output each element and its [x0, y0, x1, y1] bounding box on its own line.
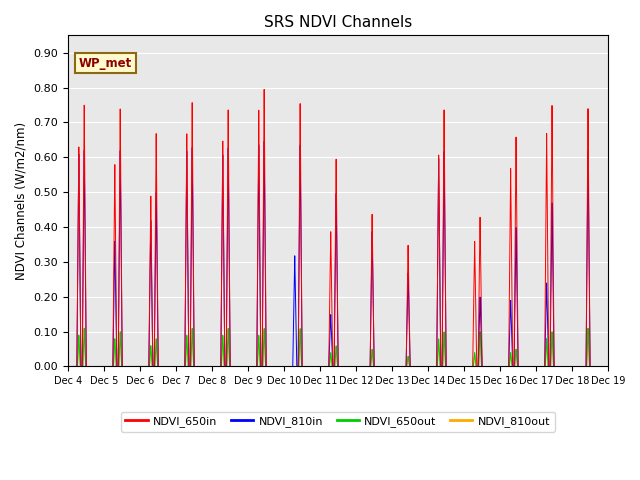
Title: SRS NDVI Channels: SRS NDVI Channels	[264, 15, 412, 30]
Legend: NDVI_650in, NDVI_810in, NDVI_650out, NDVI_810out: NDVI_650in, NDVI_810in, NDVI_650out, NDV…	[121, 412, 555, 432]
Text: WP_met: WP_met	[79, 57, 132, 70]
Y-axis label: NDVI Channels (W/m2/nm): NDVI Channels (W/m2/nm)	[15, 122, 28, 280]
